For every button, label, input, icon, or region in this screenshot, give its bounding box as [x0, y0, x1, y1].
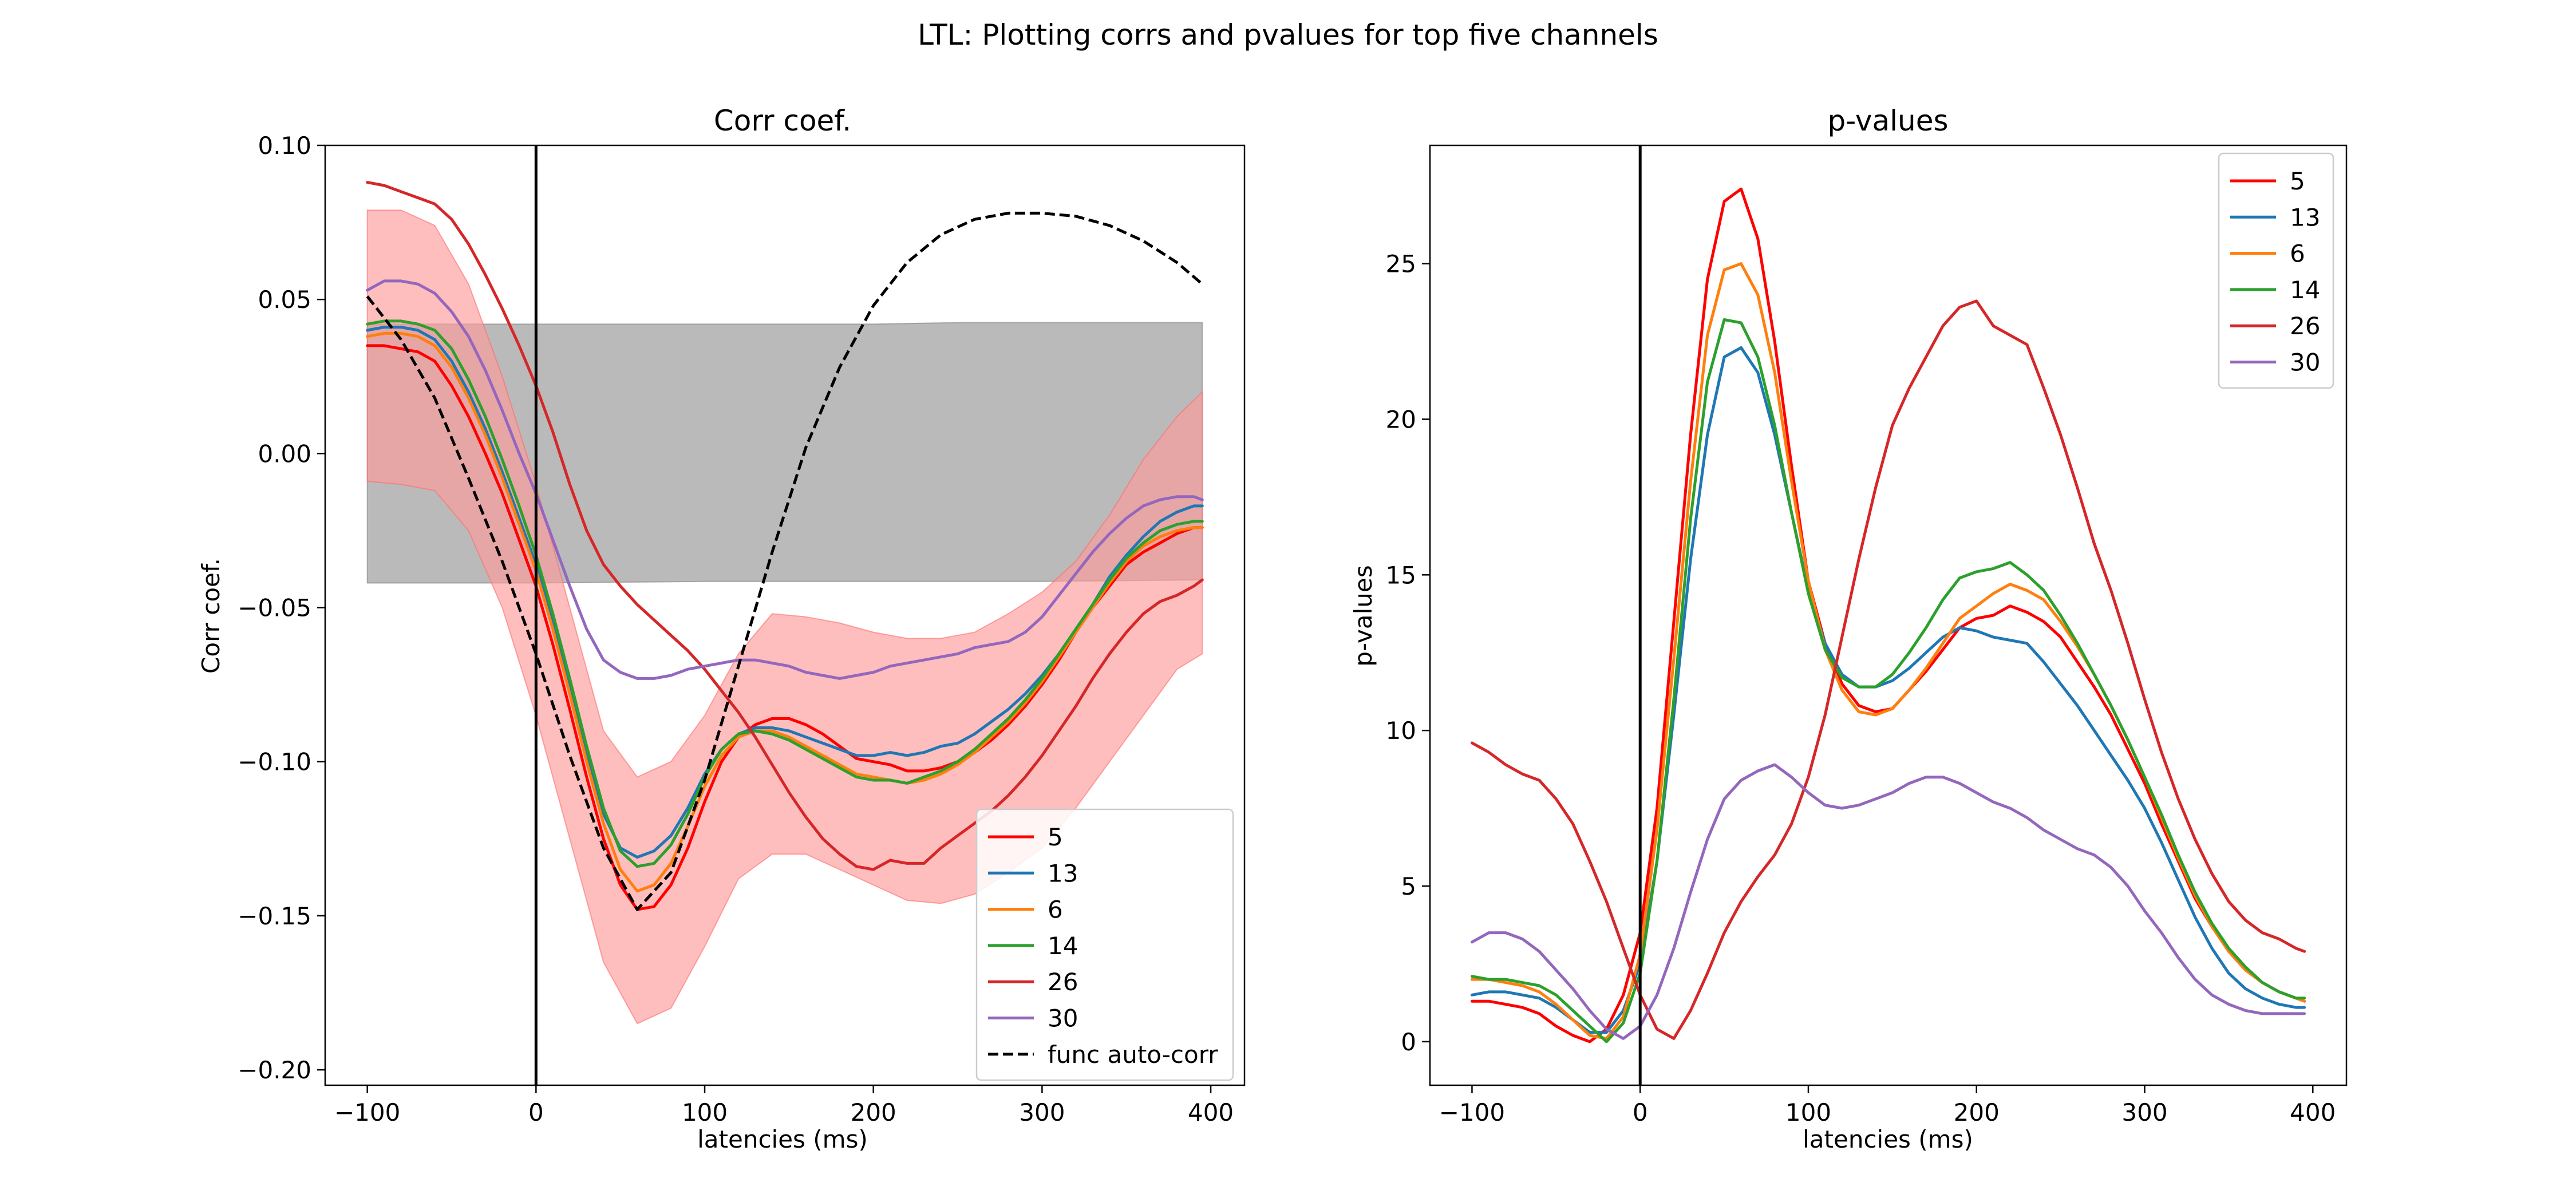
corr-coef-series-line-6 — [366, 331, 1204, 893]
p-values-series-line-14 — [1470, 318, 2306, 1043]
corr-coef-legend: 5 13 6 14 26 30 func auto-corr — [975, 808, 1234, 1081]
p-values-y-tick-label: 10 — [1386, 717, 1416, 745]
p-values-y-tick-label: 25 — [1386, 250, 1416, 278]
p-values-x-tick-label: 200 — [1954, 1098, 2000, 1126]
p-values-x-tick-label: −100 — [1439, 1098, 1505, 1126]
corr-coef-y-tick-label: −0.10 — [238, 748, 311, 776]
corr-coef-y-tick-label: 0.10 — [258, 132, 311, 160]
p-values-panel-title: p-values — [1827, 104, 1948, 137]
p-values-legend-label: 14 — [2290, 276, 2320, 304]
p-values-x-tick-label: 300 — [2121, 1098, 2167, 1126]
corr-coef-x-tick-label: 100 — [682, 1098, 728, 1126]
p-values-series-line-30 — [1470, 763, 2306, 1040]
p-values-y-tick-label: 15 — [1386, 561, 1416, 589]
corr-coef-axes-frame — [324, 144, 1246, 1086]
p-values-y-tick-label: 5 — [1401, 872, 1416, 900]
corr-coef-series-line-26 — [366, 181, 1204, 871]
p-values-y-tick-label: 20 — [1386, 405, 1416, 433]
p-values-legend-box — [2218, 152, 2334, 389]
p-values-series-line-13 — [1470, 346, 2306, 1034]
p-values-legend-label: 26 — [2290, 312, 2320, 340]
p-values-x-tick-label: 100 — [1785, 1098, 1831, 1126]
p-values-x-tick-label: 400 — [2290, 1098, 2336, 1126]
corr-coef-legend-label: 13 — [1048, 859, 1078, 887]
p-values-legend: 5 13 6 14 26 30 — [2218, 152, 2334, 389]
corr-coef-panel-title: Corr coef. — [714, 104, 851, 137]
p-values-legend-label: 13 — [2290, 203, 2320, 231]
corr-coef-series-line-30 — [366, 279, 1204, 680]
corr-coef-series-line-func-auto-corr — [366, 211, 1203, 911]
corr-coef-y-tick-label: −0.15 — [238, 902, 311, 930]
corr-coef-legend-label: 6 — [1048, 896, 1063, 924]
corr-coef-y-tick-label: −0.20 — [238, 1056, 311, 1084]
p-values-y-tick-label: 0 — [1401, 1028, 1416, 1056]
corr-coef-y-tick-label: 0.00 — [258, 440, 311, 468]
p-values-legend-label: 5 — [2290, 167, 2305, 195]
p-values-series-line-26 — [1470, 299, 2306, 1040]
corr-coef-legend-label: 5 — [1048, 823, 1063, 851]
p-values-x-tick-label: 0 — [1633, 1098, 1648, 1126]
corr-coef-x-tick-label: −100 — [334, 1098, 400, 1126]
corr-coef-x-axis-label: latencies (ms) — [697, 1125, 868, 1153]
p-values-panel: p-values latencies (ms) p-values −100 0 10… — [1349, 104, 2348, 1153]
corr-coef-y-tick-label: 0.05 — [258, 286, 311, 314]
corr-coef-y-axis-label: Corr coef. — [197, 558, 225, 674]
corr-coef-x-tick-label: 0 — [528, 1098, 544, 1126]
corr-coef-x-tick-label: 400 — [1188, 1098, 1234, 1126]
corr-coef-series-line-14 — [366, 319, 1204, 868]
p-values-plot-area — [1470, 145, 2306, 1085]
figure-title: LTL: Plotting corrs and pvalues for top … — [918, 18, 1658, 52]
corr-coef-legend-box — [975, 808, 1234, 1081]
p-values-y-axis-label: p-values — [1349, 565, 1377, 666]
corr-coef-legend-label: 14 — [1048, 932, 1078, 960]
p-values-axes-frame — [1429, 144, 2348, 1086]
corr-coef-x-tick-label: 300 — [1019, 1098, 1065, 1126]
corr-coef-legend-label: 30 — [1048, 1005, 1078, 1033]
corr-coef-legend-label: func auto-corr — [1048, 1041, 1218, 1069]
p-values-x-axis-label: latencies (ms) — [1803, 1125, 1973, 1153]
corr-coef-panel: Corr coef. latencies (ms) Corr coef. −10… — [197, 104, 1246, 1153]
corr-coef-y-tick-label: −0.05 — [238, 594, 311, 622]
p-values-legend-label: 6 — [2290, 240, 2305, 268]
p-values-legend-label: 30 — [2290, 349, 2320, 377]
corr-coef-x-tick-label: 200 — [851, 1098, 896, 1126]
corr-coef-legend-label: 26 — [1048, 968, 1078, 996]
